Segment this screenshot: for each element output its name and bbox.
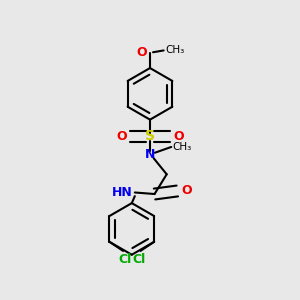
Text: O: O xyxy=(136,46,147,59)
Text: Cl: Cl xyxy=(118,254,131,266)
Text: O: O xyxy=(116,130,127,143)
Text: S: S xyxy=(145,129,155,143)
Text: O: O xyxy=(181,184,192,197)
Text: Cl: Cl xyxy=(132,254,146,266)
Text: O: O xyxy=(173,130,184,143)
Text: CH₃: CH₃ xyxy=(173,142,192,152)
Text: CH₃: CH₃ xyxy=(165,45,184,56)
Text: HN: HN xyxy=(112,186,132,199)
Text: N: N xyxy=(145,148,155,161)
